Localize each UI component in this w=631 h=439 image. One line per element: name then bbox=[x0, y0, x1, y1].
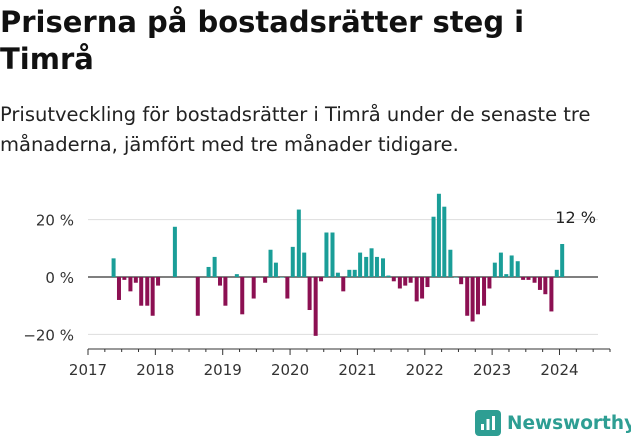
bar bbox=[515, 261, 520, 277]
latest-value-label: 12 % bbox=[555, 208, 596, 227]
bar bbox=[139, 277, 144, 306]
bar bbox=[554, 269, 559, 277]
bar bbox=[319, 277, 324, 282]
bar bbox=[436, 193, 441, 277]
bar bbox=[313, 277, 318, 336]
bar bbox=[358, 252, 363, 277]
tick-labels: 20 % 0 % −20 % 2017 2018 2019 2020 2021 2022 2023… bbox=[23, 208, 596, 379]
bar bbox=[498, 252, 503, 277]
bar bbox=[487, 277, 492, 289]
bar bbox=[296, 209, 301, 278]
bar bbox=[364, 256, 369, 277]
bar bbox=[521, 277, 526, 280]
bar bbox=[403, 277, 408, 286]
bar bbox=[195, 277, 200, 316]
bar bbox=[420, 277, 425, 299]
bar bbox=[341, 277, 346, 292]
bar bbox=[453, 277, 458, 278]
bar-chart-icon bbox=[475, 410, 501, 436]
bar bbox=[268, 249, 273, 278]
bar bbox=[273, 262, 278, 277]
bar bbox=[206, 266, 211, 277]
x-tick-label: 2017 bbox=[69, 361, 107, 379]
chart-subtitle: Prisutveckling för bostadsrätter i Timrå… bbox=[0, 103, 591, 156]
bar bbox=[212, 256, 217, 277]
bar bbox=[374, 256, 379, 277]
bar-chart: 20 % 0 % −20 % 2017 2018 2019 2020 2021 2022 2023… bbox=[23, 193, 611, 379]
bar bbox=[532, 277, 537, 283]
y-tick-label: 20 % bbox=[36, 212, 74, 230]
bar bbox=[537, 277, 542, 290]
bars bbox=[111, 193, 565, 336]
bar bbox=[369, 248, 374, 277]
bar bbox=[459, 277, 464, 285]
bar bbox=[543, 277, 548, 295]
bar bbox=[465, 277, 470, 316]
x-tick-label: 2020 bbox=[271, 361, 309, 379]
bar bbox=[475, 277, 480, 315]
x-tick-label: 2021 bbox=[338, 361, 376, 379]
x-axis bbox=[87, 348, 611, 355]
bar bbox=[425, 277, 430, 288]
bar bbox=[111, 258, 116, 278]
bar bbox=[335, 272, 340, 277]
bar bbox=[386, 275, 391, 277]
bar bbox=[116, 277, 121, 300]
bar bbox=[263, 277, 268, 283]
bar bbox=[122, 277, 127, 280]
bar bbox=[414, 277, 419, 302]
bar bbox=[279, 277, 284, 278]
bar bbox=[504, 274, 509, 277]
bar bbox=[285, 277, 290, 299]
bar bbox=[492, 262, 497, 277]
bar bbox=[330, 232, 335, 277]
bar bbox=[172, 226, 177, 278]
x-tick-label: 2024 bbox=[540, 361, 578, 379]
bar bbox=[218, 277, 223, 286]
bar bbox=[391, 277, 396, 282]
bar bbox=[470, 277, 475, 322]
bar bbox=[307, 277, 312, 311]
bar bbox=[145, 277, 150, 306]
bar bbox=[509, 255, 514, 277]
bar bbox=[482, 277, 487, 306]
y-tick-label: 0 % bbox=[45, 269, 74, 287]
bar bbox=[156, 277, 161, 286]
bar bbox=[251, 277, 256, 299]
bar bbox=[549, 277, 554, 312]
bar bbox=[128, 277, 133, 292]
bar bbox=[150, 277, 155, 316]
bar bbox=[302, 252, 307, 277]
bar bbox=[526, 277, 531, 280]
bar bbox=[347, 269, 352, 277]
bar bbox=[324, 232, 329, 277]
bar bbox=[560, 244, 565, 278]
bar bbox=[431, 216, 436, 277]
bar bbox=[223, 277, 228, 306]
x-tick-label: 2022 bbox=[406, 361, 444, 379]
bar bbox=[234, 274, 239, 277]
bar bbox=[408, 277, 413, 283]
bar bbox=[448, 249, 453, 278]
bar bbox=[397, 277, 402, 289]
chart-title: Priserna på bostadsrätter steg i Timrå bbox=[0, 5, 525, 76]
bar bbox=[290, 246, 295, 278]
bar bbox=[442, 206, 447, 277]
x-tick-label: 2023 bbox=[473, 361, 511, 379]
bar bbox=[352, 269, 357, 277]
logo-text: Newsworthy bbox=[507, 412, 631, 434]
y-tick-label: −20 % bbox=[23, 326, 74, 344]
newsworthy-logo: Newsworthy bbox=[475, 408, 631, 438]
x-tick-label: 2018 bbox=[136, 361, 174, 379]
bar bbox=[240, 277, 245, 315]
bar bbox=[133, 277, 138, 283]
x-tick-label: 2019 bbox=[204, 361, 242, 379]
bar bbox=[381, 258, 386, 278]
